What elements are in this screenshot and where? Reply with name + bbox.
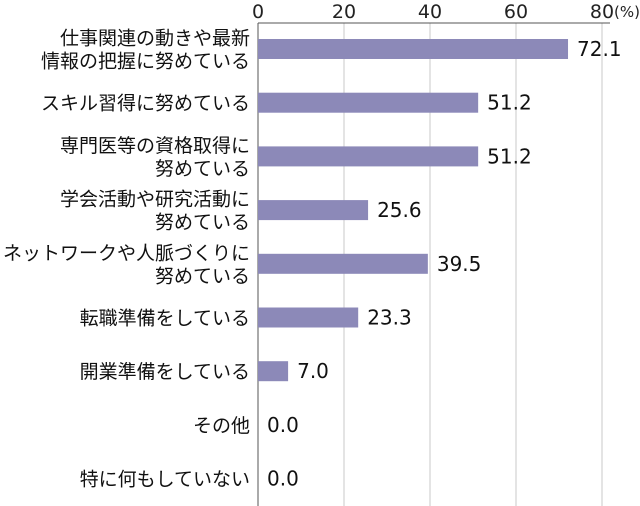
x-tick-label: 80 <box>590 1 614 23</box>
category-label: 転職準備をしている <box>80 308 250 330</box>
category-labels: 仕事関連の動きや最新情報の把握に努めているスキル習得に努めている専門医等の資格取… <box>3 28 250 491</box>
value-labels: 72.1 51.2 51.2 25.6 39.5 23.3 7.0 0.0 0.0 <box>267 37 622 491</box>
bar <box>258 200 369 221</box>
category-label: ネットワークや人脈づくりに <box>3 242 250 264</box>
category-label: スキル習得に努めている <box>41 93 250 115</box>
category-label: 学会活動や研究活動に <box>60 189 250 211</box>
x-tick-label: 40 <box>418 1 442 23</box>
category-label: 特に何もしていない <box>80 469 250 491</box>
bar <box>258 253 428 274</box>
category-label: 開業準備をしている <box>80 361 250 383</box>
bar <box>258 92 479 113</box>
x-axis: 0 20 40 60 80 (%) <box>252 1 640 506</box>
value-label: 39.5 <box>437 252 482 276</box>
category-label: 努めている <box>155 265 250 287</box>
category-label: 情報の把握に努めている <box>41 51 250 73</box>
category-label: 専門医等の資格取得に <box>60 135 250 157</box>
value-label: 23.3 <box>367 306 412 330</box>
value-label: 0.0 <box>267 413 299 437</box>
value-label: 7.0 <box>297 359 329 383</box>
bar <box>258 39 569 59</box>
bar <box>258 146 479 167</box>
category-label: 努めている <box>155 212 250 234</box>
bar <box>258 361 289 382</box>
value-label: 25.6 <box>377 198 422 222</box>
x-unit-label: (%) <box>614 3 640 21</box>
category-label: その他 <box>193 415 250 437</box>
x-tick-label: 0 <box>252 1 264 23</box>
bar <box>258 307 359 328</box>
category-label: 努めている <box>155 158 250 180</box>
value-label: 72.1 <box>577 37 622 61</box>
value-label: 51.2 <box>487 91 532 115</box>
x-tick-label: 60 <box>504 1 528 23</box>
x-tick-label: 20 <box>332 1 356 23</box>
bars <box>258 39 569 382</box>
value-label: 0.0 <box>267 467 299 491</box>
value-label: 51.2 <box>487 144 532 168</box>
category-label: 仕事関連の動きや最新 <box>60 28 250 50</box>
